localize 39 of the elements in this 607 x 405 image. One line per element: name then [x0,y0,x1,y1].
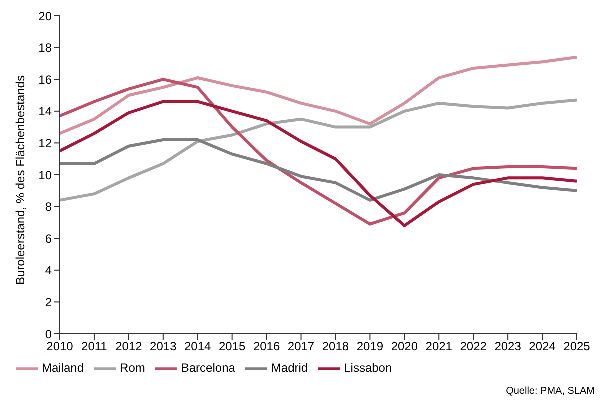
legend-label: Lissabon [344,361,392,376]
line-series [58,100,578,228]
y-tick-label: 2 [45,295,52,310]
x-tick-label: 2014 [184,340,212,354]
y-tick-label: 16 [38,72,52,87]
x-tick-label: 2015 [218,340,246,354]
x-tick-label: 2021 [426,340,453,354]
x-tick-label: 2019 [356,340,384,354]
line-series [58,56,578,136]
x-tick-label: 2018 [322,340,350,354]
y-tick-label: 6 [45,232,52,246]
x-tick-label: 2024 [529,340,556,354]
line-series [58,138,578,202]
x-tick-label: 2023 [494,340,522,354]
x-tick-label: 2025 [564,340,591,354]
y-tick-label: 18 [38,41,52,56]
x-tick-label: 2010 [46,340,74,354]
x-tick-label: 2012 [116,340,143,354]
y-tick-label: 10 [38,168,52,182]
line-series [58,98,578,202]
line-series [58,78,578,226]
legend-label: Barcelona [181,361,236,376]
y-tick-label: 12 [38,136,52,150]
y-axis-title: Buroleerstand, % des Flächenbestands [13,76,28,285]
x-tick-label: 2017 [288,340,315,354]
y-tick-label: 0 [45,327,52,342]
legend-label: Mailand [42,361,84,376]
y-tick-label: 20 [38,9,52,24]
y-tick-label: 8 [45,200,52,214]
legend-label: Madrid [271,361,308,376]
y-tick-label: 14 [38,104,52,119]
x-tick-label: 2016 [253,340,280,354]
legend-label: Rom [120,361,146,376]
x-tick-label: 2013 [150,340,178,354]
x-tick-label: 2022 [460,340,488,354]
x-tick-label: 2020 [391,340,418,354]
y-tick-label: 4 [45,264,52,278]
source-note: Quelle: PMA, SLAM [506,386,595,397]
x-tick-label: 2011 [82,340,108,354]
